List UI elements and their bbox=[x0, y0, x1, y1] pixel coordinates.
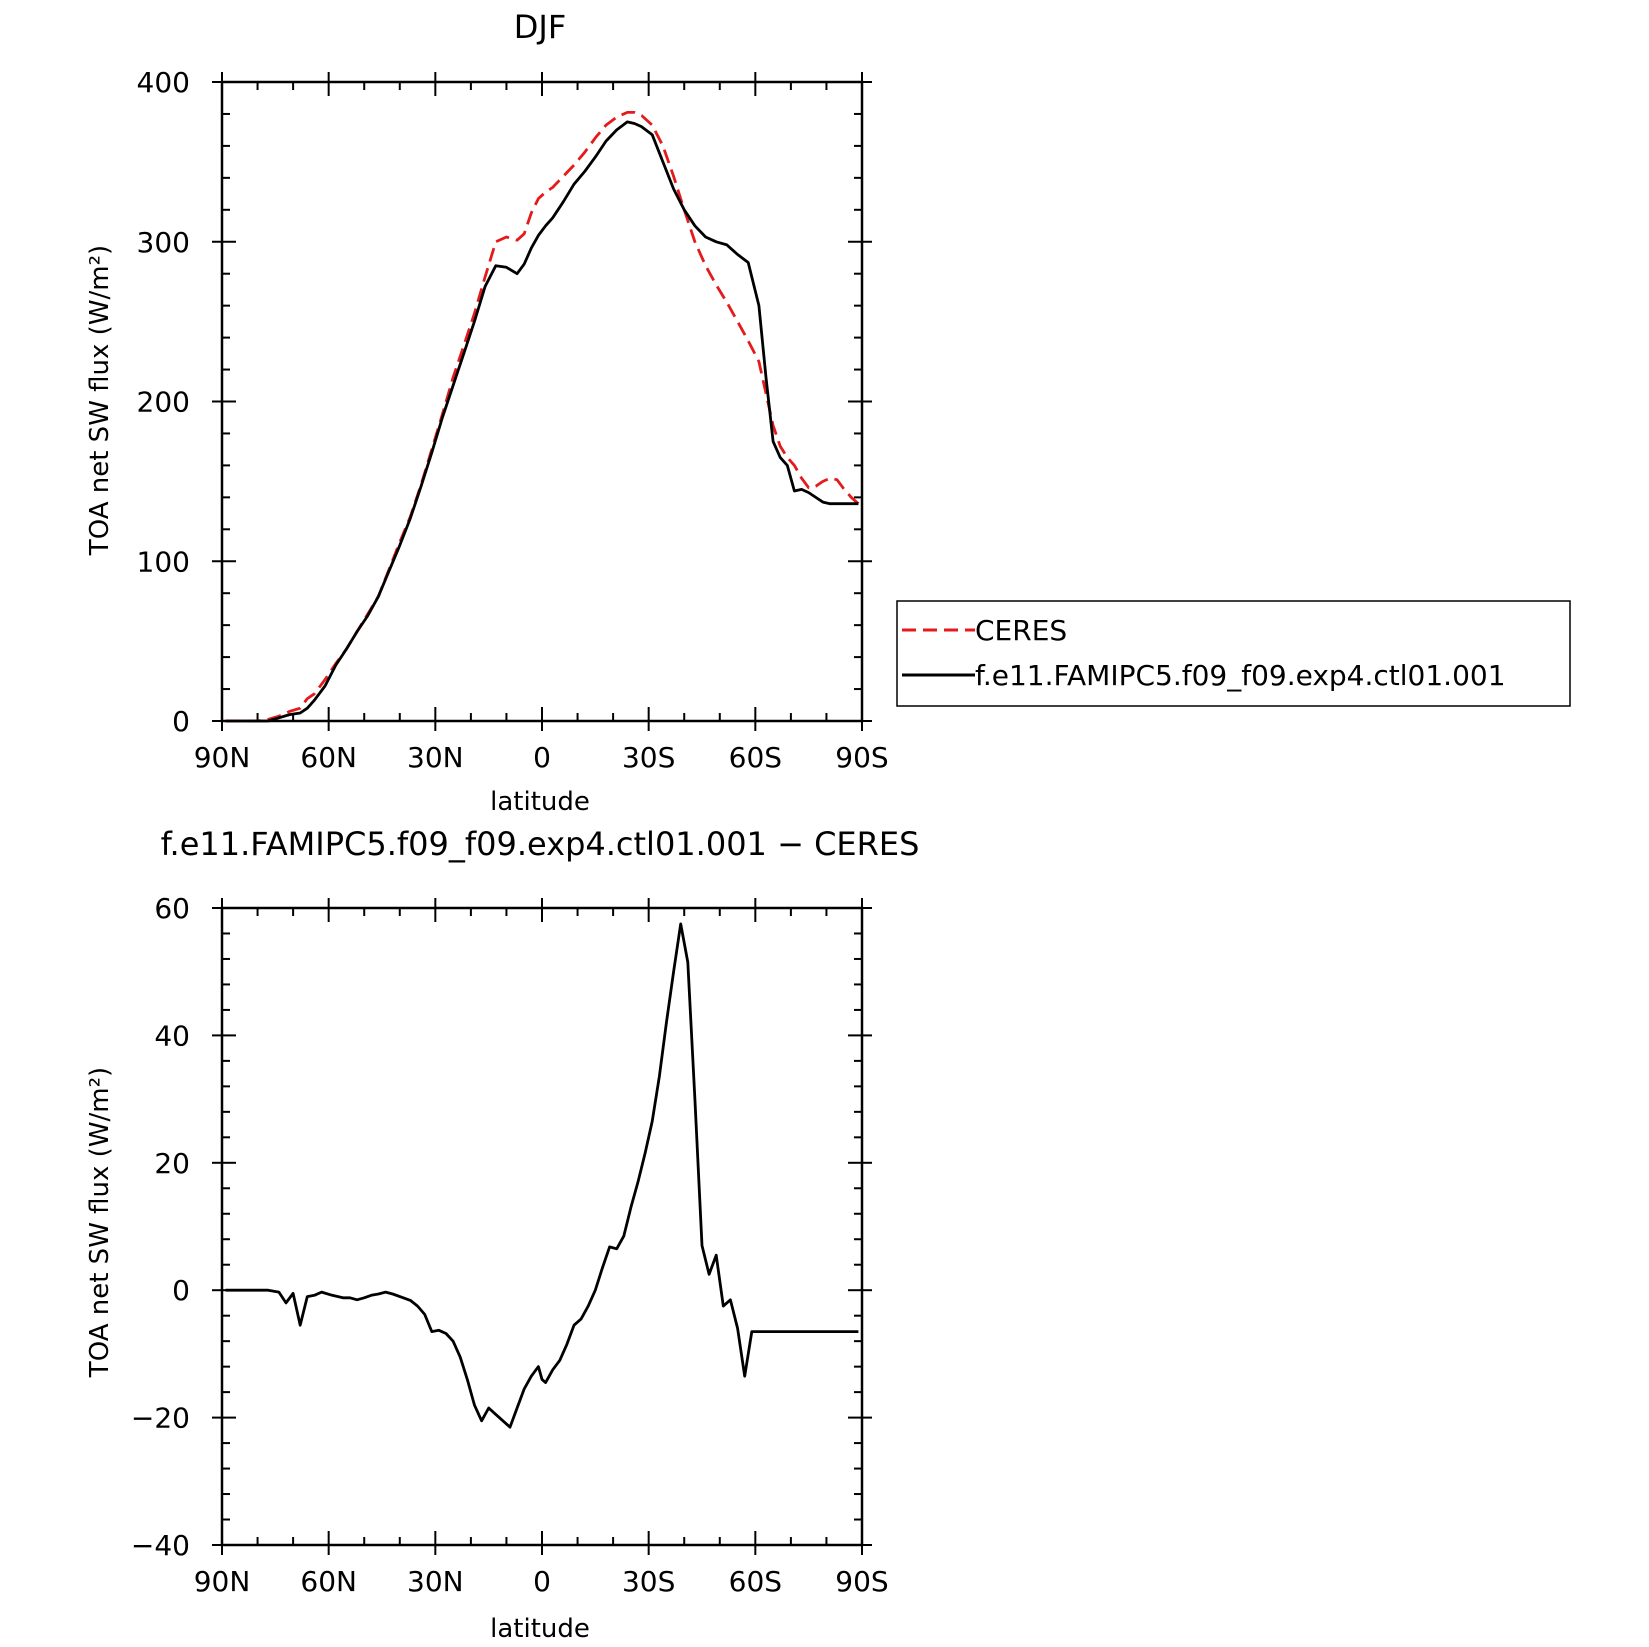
y-tick-label: 40 bbox=[154, 1019, 190, 1052]
top-panel: DJF 90N 60N 30N 0 30S 60S 90S 0 100 200 300 400 lat… bbox=[85, 8, 889, 817]
x-tick-label: 60S bbox=[729, 1565, 782, 1598]
y-tick-label: −40 bbox=[131, 1529, 190, 1562]
x-tick-label: 90N bbox=[194, 1565, 251, 1598]
top-y-axis-label: TOA net SW flux (W/m²) bbox=[85, 245, 115, 556]
y-tick-label: −20 bbox=[131, 1402, 190, 1435]
plot-frame bbox=[220, 80, 864, 723]
y-tick-label: 300 bbox=[137, 226, 190, 259]
x-tick-label: 30N bbox=[407, 1565, 464, 1598]
y-tick-label: 0 bbox=[172, 1274, 190, 1307]
x-tick-label: 30N bbox=[407, 741, 464, 774]
series-line-ceres bbox=[225, 111, 860, 723]
series-line-difference bbox=[225, 922, 859, 1429]
legend: CERES f.e11.FAMIPC5.f09_f09.exp4.ctl01.0… bbox=[896, 600, 1571, 707]
top-chart-title: DJF bbox=[514, 8, 566, 46]
x-tick-label: 30S bbox=[622, 1565, 675, 1598]
bottom-chart-title: f.e11.FAMIPC5.f09_f09.exp4.ctl01.001 − C… bbox=[161, 825, 920, 863]
y-tick-label: 100 bbox=[137, 545, 190, 578]
bottom-y-axis-label: TOA net SW flux (W/m²) bbox=[85, 1067, 115, 1378]
legend-label-ceres: CERES bbox=[975, 614, 1067, 647]
top-x-axis-label: latitude bbox=[490, 787, 590, 817]
y-tick-label: 60 bbox=[154, 892, 190, 925]
x-tick-label: 90S bbox=[835, 1565, 888, 1598]
series-line-f-e11-famipc5-f09-f09-exp4-ctl01-001 bbox=[225, 120, 859, 723]
x-tick-label: 0 bbox=[533, 1565, 551, 1598]
legend-label-model: f.e11.FAMIPC5.f09_f09.exp4.ctl01.001 bbox=[975, 659, 1506, 692]
y-tick-label: 20 bbox=[154, 1147, 190, 1180]
legend-box bbox=[896, 600, 1571, 707]
y-tick-label: 200 bbox=[137, 386, 190, 419]
x-tick-label: 60S bbox=[729, 741, 782, 774]
x-tick-label: 0 bbox=[533, 741, 551, 774]
y-tick-label: 400 bbox=[137, 66, 190, 99]
x-tick-label: 30S bbox=[622, 741, 675, 774]
plot-frame bbox=[220, 906, 864, 1547]
x-tick-label: 90N bbox=[194, 741, 251, 774]
x-tick-label: 60N bbox=[300, 741, 357, 774]
y-tick-label: 0 bbox=[172, 705, 190, 738]
bottom-chart-marks: 90N 60N 30N 0 30S 60S 90S −40 −20 0 20 40 60 bbox=[131, 892, 889, 1598]
x-tick-label: 90S bbox=[835, 741, 888, 774]
top-chart-marks: 90N 60N 30N 0 30S 60S 90S 0 100 200 300 400 bbox=[137, 66, 889, 774]
x-tick-label: 60N bbox=[300, 1565, 357, 1598]
bottom-panel: f.e11.FAMIPC5.f09_f09.exp4.ctl01.001 − C… bbox=[85, 825, 919, 1644]
bottom-x-axis-label: latitude bbox=[490, 1614, 590, 1644]
